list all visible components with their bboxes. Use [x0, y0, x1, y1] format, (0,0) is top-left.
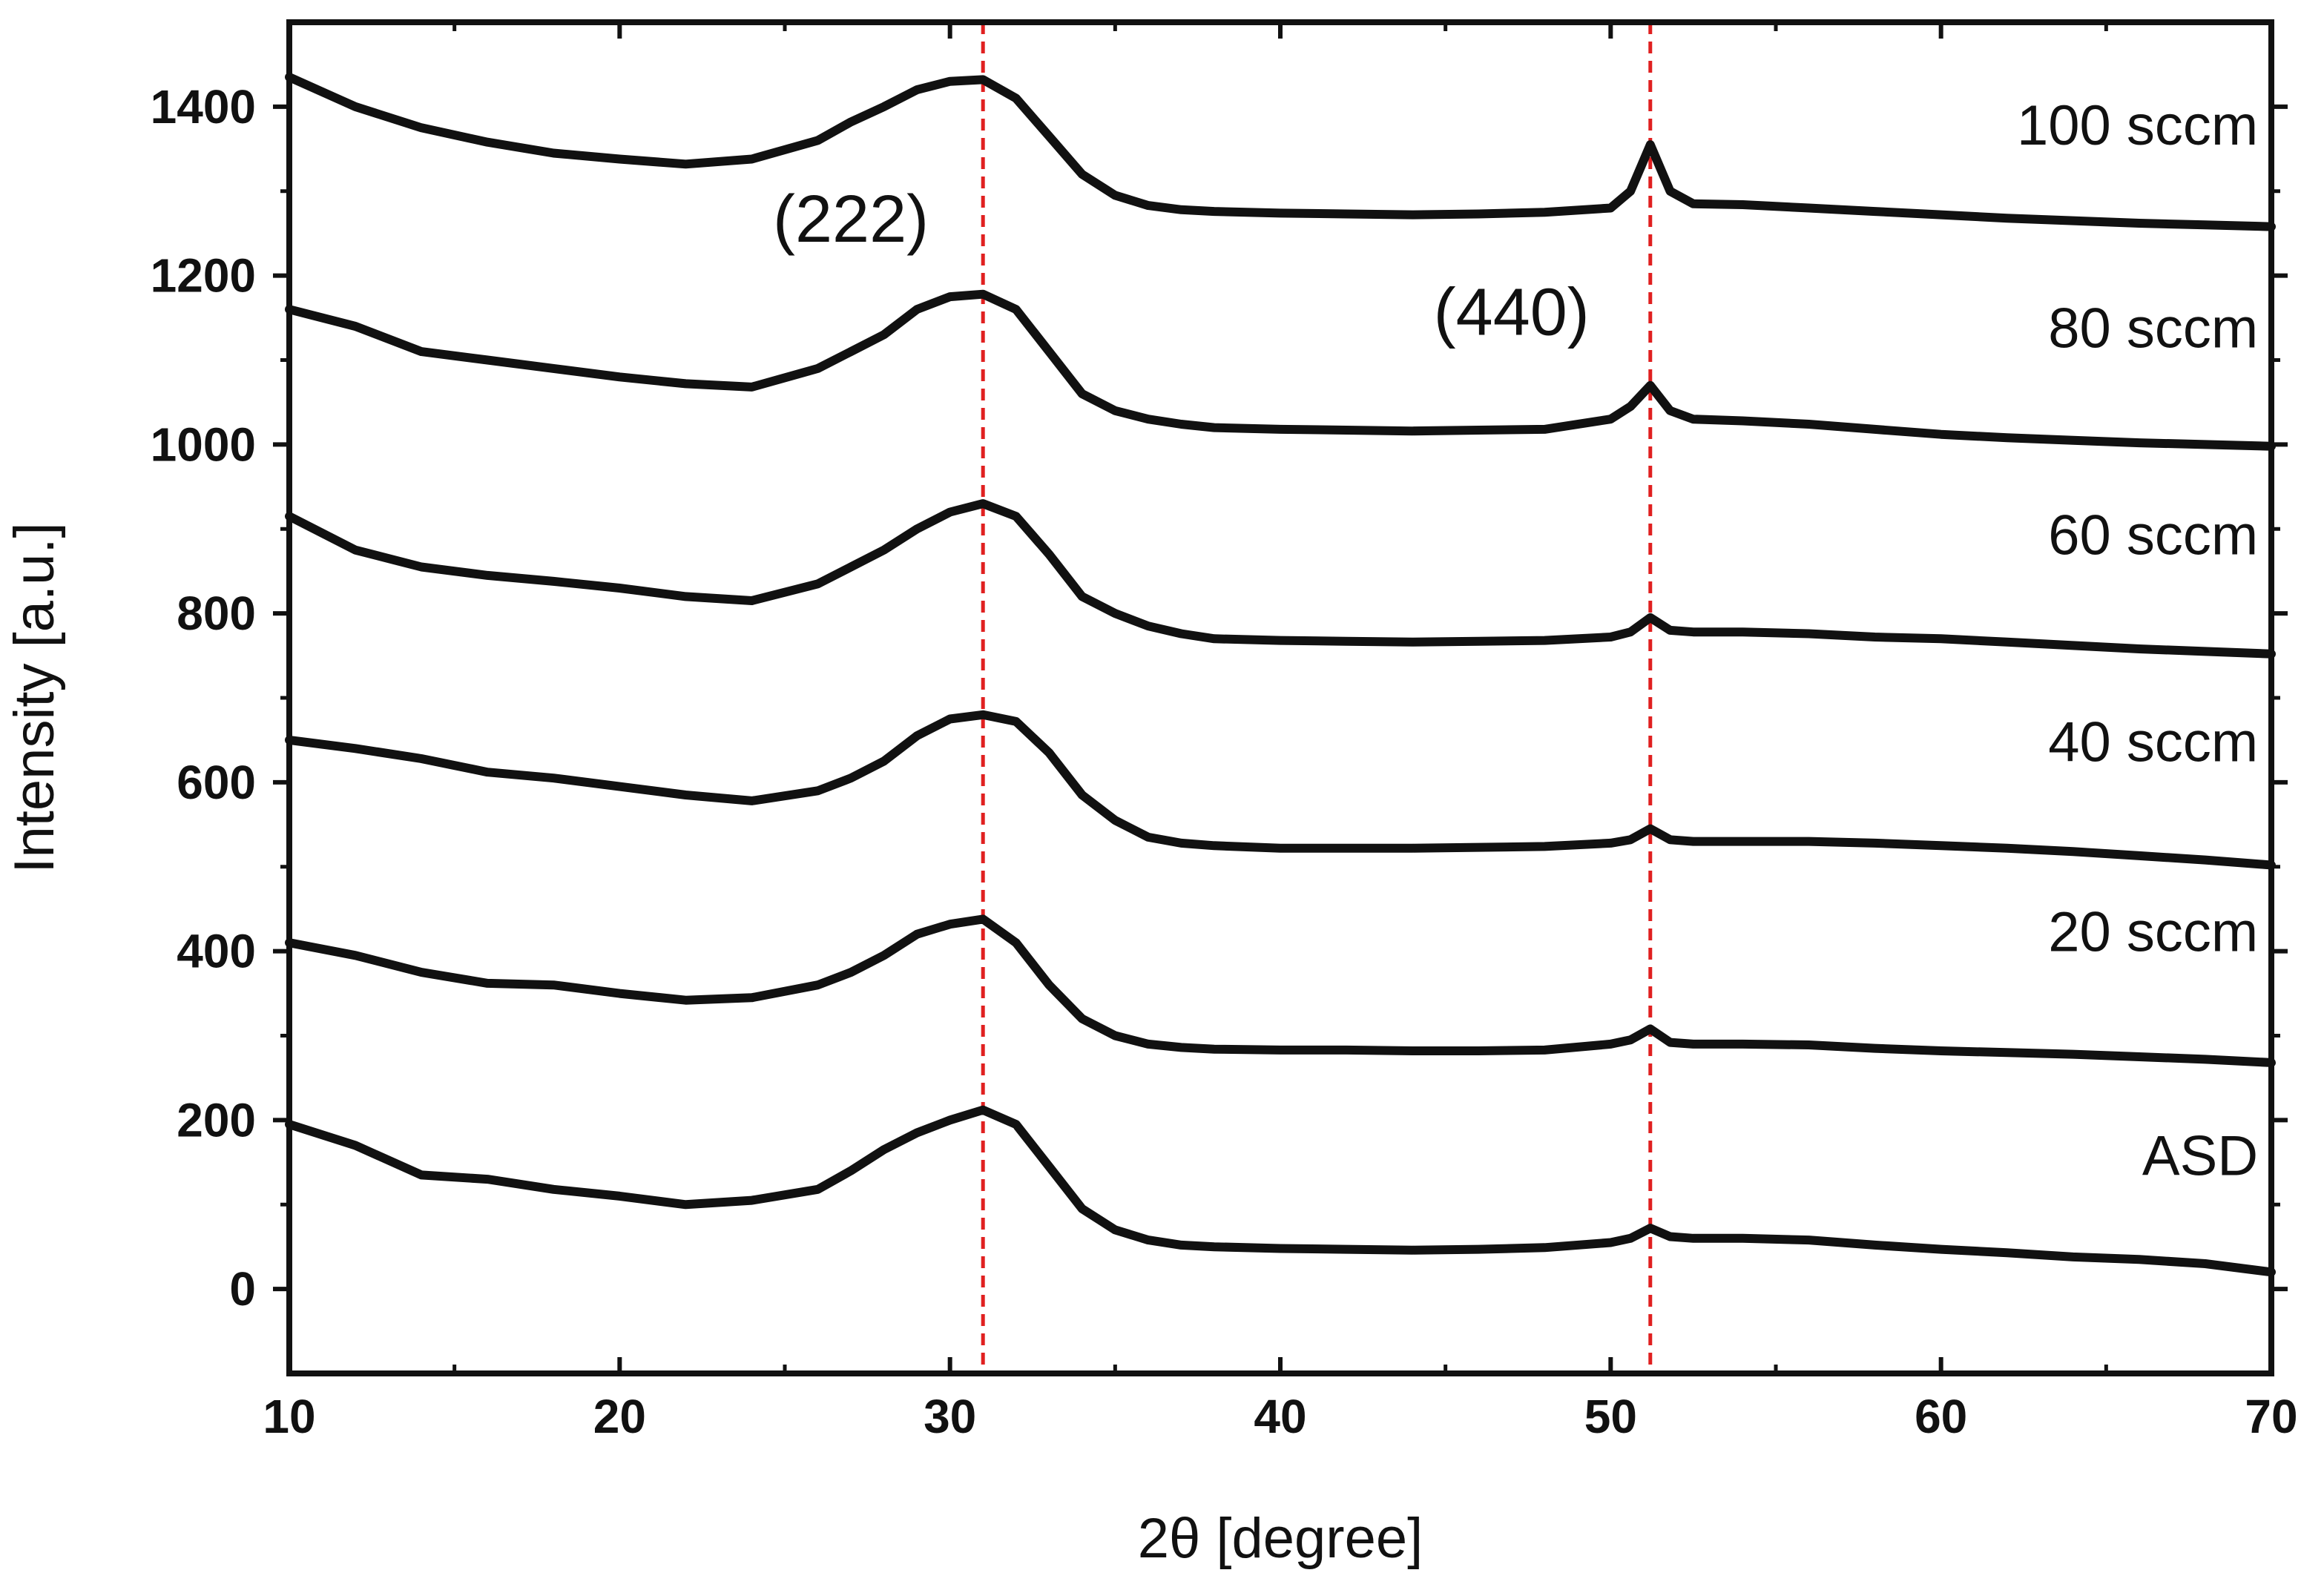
x-tick-label-0: 10 [263, 1390, 315, 1443]
series-label-1: 20 sccm [2048, 901, 2258, 964]
reference-lines [981, 22, 1653, 1373]
series-line-1 [285, 914, 2276, 1067]
series-label-0: ASD [2142, 1124, 2258, 1187]
x-tick-label-5: 60 [1915, 1390, 1967, 1443]
x-tick-label-4: 50 [1584, 1390, 1637, 1443]
x-tick-label-6: 70 [2245, 1390, 2297, 1443]
peak-annotation-0: (222) [773, 182, 929, 257]
series-line-0 [285, 1105, 2276, 1277]
y-tick-label-0: 0 [229, 1262, 256, 1316]
labels: 2θ [degree] Intensity [a.u.] ASD 20 sccm 4… [3, 94, 2258, 1570]
series-line-4 [285, 289, 2276, 451]
y-tick-label-7: 1400 [151, 80, 256, 133]
series-line-2 [285, 710, 2276, 870]
x-axis-title: 2θ [degree] [1138, 1507, 1423, 1570]
y-axis-title: Intensity [a.u.] [3, 522, 66, 873]
y-tick-label-2: 400 [177, 925, 256, 978]
plot-frame [286, 19, 2274, 1376]
y-tick-label-5: 1000 [151, 418, 256, 471]
y-tick-label-3: 600 [177, 756, 256, 809]
axis-ticks: 10 20 30 40 50 60 70 0 200 400 600 800 1000 1200 1400 [151, 22, 2298, 1443]
y-tick-label-4: 800 [177, 587, 256, 640]
series-line-5 [285, 73, 2276, 231]
series-label-4: 80 sccm [2048, 297, 2258, 360]
peak-annotation-1: (440) [1434, 275, 1590, 349]
series-label-3: 60 sccm [2048, 504, 2258, 567]
y-tick-label-6: 1200 [151, 249, 256, 303]
series-label-5: 100 sccm [2017, 94, 2258, 157]
x-tick-label-1: 20 [593, 1390, 646, 1443]
x-tick-label-2: 30 [924, 1390, 976, 1443]
series-line-3 [285, 499, 2276, 659]
x-tick-label-3: 40 [1254, 1390, 1306, 1443]
series-lines [285, 73, 2276, 1277]
series-label-2: 40 sccm [2048, 710, 2258, 773]
y-tick-label-1: 200 [177, 1093, 256, 1147]
